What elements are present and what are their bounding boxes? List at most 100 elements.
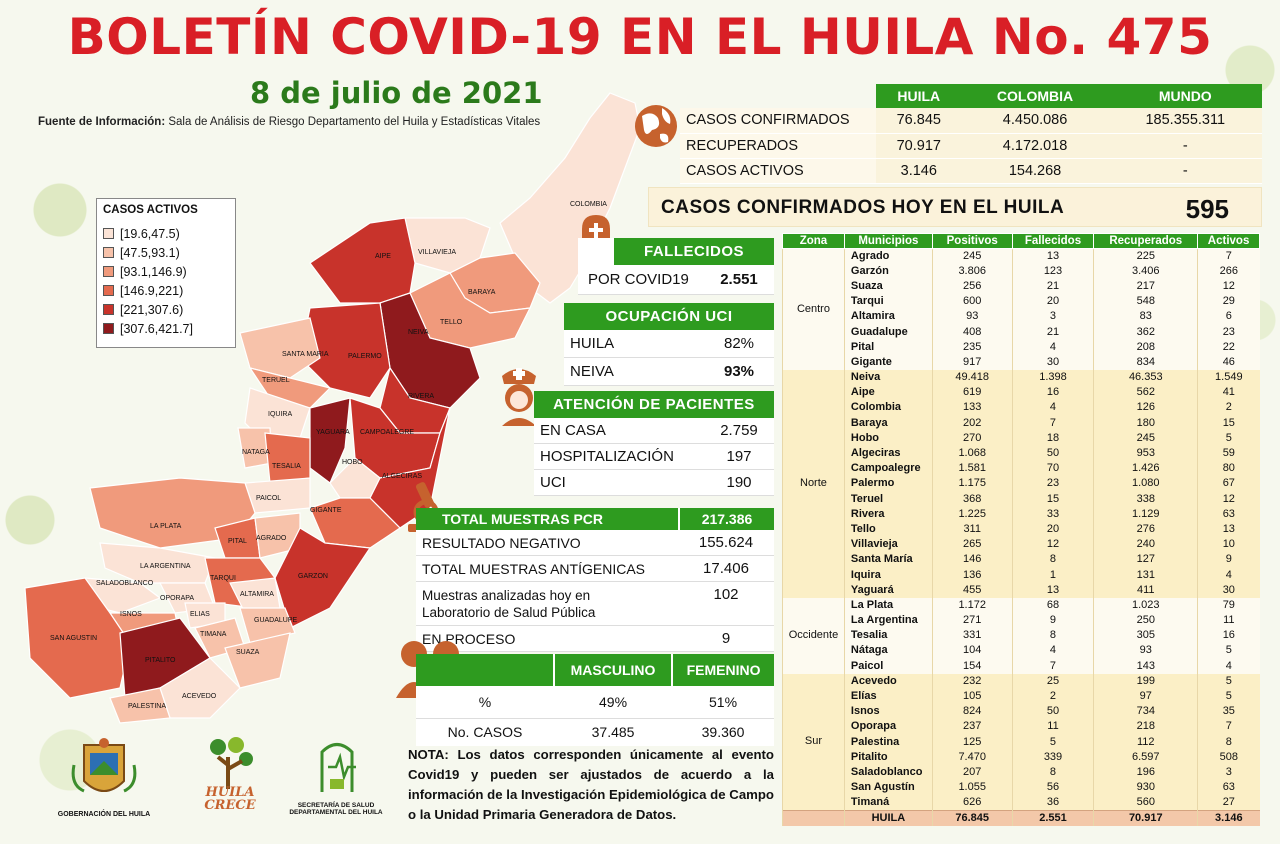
legend-swatch (103, 285, 114, 296)
municipality-value: 217 (1093, 278, 1198, 295)
municipality-value: 1.172 (931, 597, 1013, 613)
today-cases-label: CASOS CONFIRMADOS HOY EN EL HUILA (661, 197, 1065, 218)
municipality-row: Algeciras 1.068 50 953 59 (783, 445, 1260, 462)
municipality-name: Gigante (843, 354, 933, 370)
municipality-value: 12 (1197, 491, 1260, 507)
municipality-value: 67 (1197, 476, 1260, 492)
municipality-name: Guadalupe (843, 324, 933, 340)
municipality-row: Tesalia 331 8 305 16 (783, 628, 1260, 644)
atencion-label: HOSPITALIZACIÓN (540, 448, 674, 465)
map-label: GUADALUPE (254, 617, 298, 624)
municipality-value: 8 (1011, 628, 1094, 644)
map-label: LA ARGENTINA (140, 563, 191, 570)
municipality-value: 9 (1011, 613, 1094, 629)
municipality-name: Oporapa (843, 719, 933, 735)
municipality-value: 5 (1011, 734, 1094, 750)
huila-crece-logo-text: HUILA CRECE (204, 785, 256, 813)
atencion-label: EN CASA (540, 422, 606, 439)
map-label: TERUEL (262, 377, 290, 384)
pcr-row: EN PROCESO 9 (416, 626, 774, 652)
map-label: ELIAS (190, 611, 210, 618)
zone-cell: Sur (782, 673, 845, 811)
map-label: AIPE (375, 253, 391, 260)
municipality-value: 3.806 (931, 263, 1013, 279)
municipality-value: 265 (931, 537, 1013, 553)
municipality-value: 1.055 (931, 780, 1013, 796)
uci-label: NEIVA (570, 363, 614, 380)
muni-header: Municipios (843, 233, 933, 249)
municipality-value: 112 (1093, 734, 1198, 750)
fallecidos-panel: FALLECIDOS POR COVID19 2.551 (578, 238, 774, 295)
summary-label: CASOS ACTIVOS (680, 158, 876, 184)
municipality-row: Villavieja 265 12 240 10 (783, 537, 1260, 553)
map-labels: COLOMBIA VILLAVIEJA BARAYA AIPE TELLO NEIVA SA… (50, 201, 607, 710)
municipality-value: 1.175 (931, 476, 1013, 492)
legend-item: [221,307.6) (103, 300, 229, 319)
municipality-value: 154 (931, 658, 1013, 674)
gobernacion-logo-text: GOBERNACIÓN DEL HUILA (57, 811, 151, 818)
legend-swatch (103, 323, 114, 334)
map-label: CAMPOALEGRE (360, 429, 414, 436)
disclaimer-note: NOTA: Los datos corresponden únicamente … (408, 745, 774, 825)
legend-label: [146.9,221) (120, 283, 184, 298)
map-label: SAN AGUSTIN (50, 635, 97, 642)
municipality-value: 7 (1197, 719, 1260, 735)
total-value: 70.917 (1093, 809, 1198, 826)
municipality-value: 13 (1197, 521, 1260, 538)
municipality-name: Campoalegre (843, 461, 933, 477)
municipality-row: Rivera 1.225 33 1.129 63 (783, 506, 1260, 522)
municipality-value: 18 (1011, 430, 1094, 446)
globe-icon (635, 105, 677, 147)
municipality-row: Garzón 3.806 123 3.406 266 (783, 263, 1260, 279)
municipality-value: 15 (1011, 491, 1094, 507)
municipality-row: Santa María 146 8 127 9 (783, 552, 1260, 568)
municipality-name: Isnos (843, 704, 933, 720)
municipality-value: 207 (931, 764, 1013, 781)
map-label: RIVERA (408, 393, 434, 400)
municipality-value: 21 (1011, 278, 1094, 295)
municipality-value: 240 (1093, 537, 1198, 553)
municipality-value: 199 (1093, 673, 1198, 689)
municipality-value: 6 (1197, 309, 1260, 325)
municipality-name: Palermo (843, 476, 933, 492)
municipality-value: 83 (1093, 309, 1198, 325)
total-value: 3.146 (1197, 809, 1260, 826)
municipality-value: 125 (931, 734, 1013, 750)
sexo-value: 49% (554, 686, 673, 719)
fallecidos-title: FALLECIDOS (614, 238, 774, 265)
municipality-row: Timaná 626 36 560 27 (783, 795, 1260, 811)
sexo-row: % 49% 51% (416, 686, 774, 719)
legend-item: [93.1,146.9) (103, 262, 229, 281)
sexo-label: No. CASOS (416, 718, 554, 746)
today-cases-value: 595 (1185, 194, 1229, 224)
municipality-row: Norte Neiva 49.418 1.398 46.353 1.549 (782, 370, 1260, 598)
fallecidos-value: 2.551 (720, 271, 758, 288)
bulletin-date: 8 de julio de 2021 (250, 76, 543, 110)
municipality-value: 133 (931, 400, 1013, 416)
map-label: AGRADO (256, 535, 287, 542)
municipality-value: 16 (1197, 628, 1260, 644)
municipality-row: La Argentina 271 9 250 11 (783, 613, 1260, 629)
municipality-name: Tello (843, 521, 933, 538)
pcr-value: 155.624 (698, 534, 754, 551)
municipality-value: 49.418 (931, 370, 1013, 386)
municipality-value: 8 (1197, 734, 1260, 750)
zone-cell: Occidente (782, 597, 845, 674)
atencion-value: 190 (726, 474, 752, 491)
pcr-header: TOTAL MUESTRAS PCR 217.386 (416, 508, 774, 530)
municipality-value: 411 (1093, 582, 1198, 598)
map-label: TESALIA (272, 463, 301, 470)
municipality-value: 27 (1197, 795, 1260, 811)
uci-value: 82% (723, 335, 755, 352)
municipality-value: 131 (1093, 567, 1198, 583)
note-label: NOTA: (408, 747, 449, 762)
atencion-title: ATENCIÓN DE PACIENTES (534, 391, 774, 418)
atencion-row: EN CASA 2.759 (534, 418, 774, 444)
municipality-value: 21 (1011, 324, 1094, 340)
nurse-icon (502, 368, 536, 426)
municipality-value: 3.406 (1093, 263, 1198, 279)
muni-header: Recuperados (1093, 233, 1199, 249)
municipality-value: 270 (931, 430, 1013, 446)
sexo-row: No. CASOS 37.485 39.360 (416, 718, 774, 746)
municipality-value: 56 (1011, 780, 1094, 796)
